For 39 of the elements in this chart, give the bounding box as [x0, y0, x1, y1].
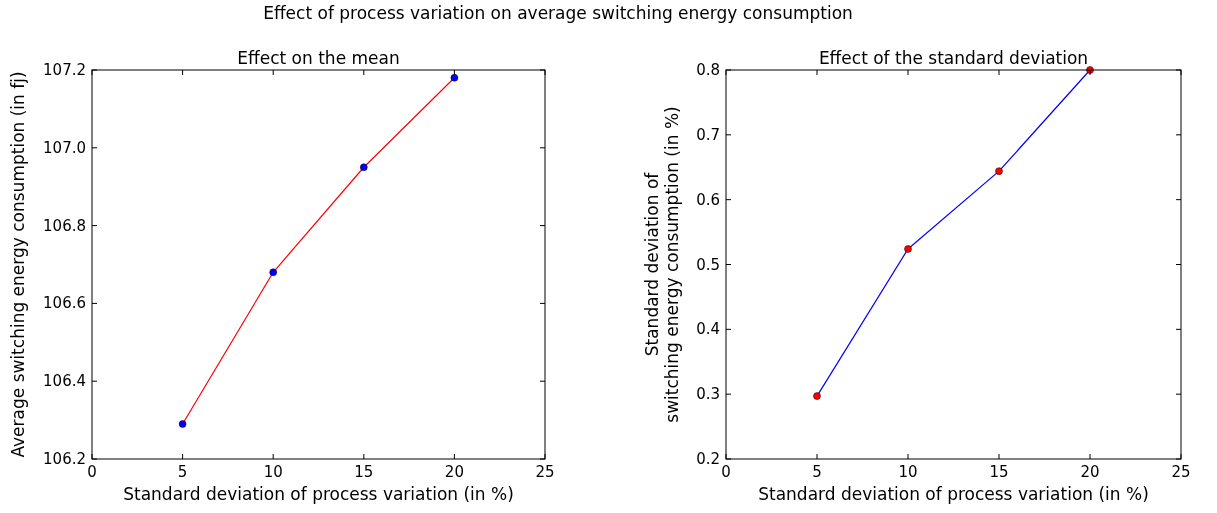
x-axis-title: Standard deviation of process variation (in %) [123, 484, 514, 504]
text: Effect of process variation on average switching energy consumption [263, 3, 853, 23]
point [269, 268, 277, 277]
x-tick-label: 25 [535, 463, 555, 481]
y-tick-label: 0.2 [696, 450, 720, 468]
chart-title: Effect on the mean [237, 48, 400, 68]
y-tick-label: 107.2 [43, 61, 86, 79]
point [178, 420, 187, 428]
y-tick-label: 107.0 [43, 138, 86, 157]
chart-title: Effect of the standard deviation [818, 48, 1089, 68]
point [450, 74, 459, 82]
x-tick-label: 5 [812, 463, 822, 481]
x-tick-label: 0 [721, 463, 731, 481]
x-tick-label: 20 [1080, 463, 1100, 481]
x-tick-label: 5 [177, 463, 188, 481]
y-tick-label: 106.6 [43, 294, 86, 313]
y-tick-label: 106.4 [43, 372, 86, 391]
x-tick-label: 15 [354, 463, 374, 481]
x-tick-label: 15 [989, 463, 1009, 481]
x-tick-label: 20 [444, 463, 464, 481]
y-tick-label: 0.8 [696, 61, 720, 79]
y-tick-label: 106.8 [43, 216, 86, 235]
y-tick-label: 0.7 [696, 125, 720, 144]
x-tick-label: 10 [263, 463, 283, 481]
point [813, 392, 821, 400]
y-axis-title: Standard deviation of switching energy consumption (in %) [642, 106, 682, 423]
point [904, 245, 912, 253]
y-tick-label: 0.6 [696, 190, 720, 209]
x-axis-title: Standard deviation of process variation (in %) [758, 484, 1149, 504]
y-tick-label: 0.5 [696, 255, 720, 274]
x-tick-label: 0 [87, 463, 97, 481]
x-tick-label: 10 [898, 463, 918, 481]
point [995, 167, 1003, 175]
point [360, 163, 368, 171]
y-axis-title: Average switching energy consumption (in fj) [8, 71, 28, 458]
y-tick-label: 0.4 [696, 320, 720, 339]
y-tick-label: 0.3 [696, 385, 720, 404]
y-tick-label: 106.2 [43, 450, 86, 468]
x-tick-label: 25 [1171, 463, 1191, 481]
